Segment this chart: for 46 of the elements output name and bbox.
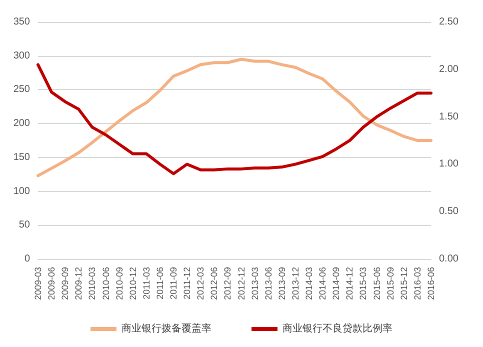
x-tick-label: 2012-12 <box>236 267 246 300</box>
y-tick-label: 0 <box>24 254 30 264</box>
y-tick-label: 350 <box>13 16 30 28</box>
x-tick-label: 2015-03 <box>358 267 368 300</box>
y2-tick-label: 0.00 <box>439 254 459 264</box>
y-tick-label: 250 <box>13 84 30 96</box>
x-tick-label: 2015-12 <box>398 267 409 300</box>
y2-tick-label: 2.00 <box>439 64 459 75</box>
y2-tick-label: 0.50 <box>439 206 459 218</box>
x-tick-label: 2009-12 <box>74 267 84 300</box>
x-tick-label: 2009-03 <box>33 267 43 300</box>
x-tick-label: 2014-12 <box>344 267 355 300</box>
y-tick-label: 200 <box>13 118 30 130</box>
y-tick-label: 50 <box>18 220 30 231</box>
x-tick-label: 2011-06 <box>154 267 165 300</box>
x-tick-label: 2016-06 <box>426 267 436 300</box>
x-tick-label: 2010-09 <box>114 267 124 300</box>
legend-label: 商业银行拨备覆盖率 <box>122 322 212 334</box>
y-tick-label: 300 <box>13 50 30 62</box>
x-tick-label: 2014-09 <box>331 267 342 300</box>
y2-tick-label: 2.50 <box>439 16 459 28</box>
y-tick-label: 150 <box>13 152 30 163</box>
x-tick-label: 2012-03 <box>196 267 206 300</box>
x-tick-label: 2009-09 <box>60 267 70 300</box>
x-tick-label: 2010-12 <box>128 267 138 300</box>
x-tick-label: 2013-12 <box>290 267 300 300</box>
x-tick-label: 2011-03 <box>141 267 152 300</box>
x-tick-label: 2010-06 <box>100 267 111 300</box>
legend-label: 商业银行不良贷款比例率 <box>282 322 392 334</box>
y-tick-label: 100 <box>13 186 30 197</box>
x-tick-label: 2014-06 <box>318 267 328 300</box>
x-tick-label: 2009-06 <box>46 267 57 300</box>
x-tick-label: 2013-06 <box>263 267 274 300</box>
x-tick-label: 2013-09 <box>276 267 287 300</box>
x-tick-label: 2012-06 <box>209 267 220 300</box>
x-tick-label: 2010-03 <box>87 267 98 300</box>
x-tick-label: 2012-09 <box>222 267 233 300</box>
x-tick-label: 2015-09 <box>385 267 396 300</box>
x-tick-label: 2011-09 <box>168 267 179 300</box>
y2-tick-label: 1.50 <box>439 111 459 122</box>
x-tick-label: 2015-06 <box>372 267 382 300</box>
x-tick-label: 2016-03 <box>412 267 422 300</box>
x-tick-label: 2011-12 <box>182 267 192 300</box>
x-tick-label: 2013-03 <box>250 267 260 300</box>
x-tick-label: 2014-03 <box>304 267 314 300</box>
y2-tick-label: 1.00 <box>439 158 459 170</box>
